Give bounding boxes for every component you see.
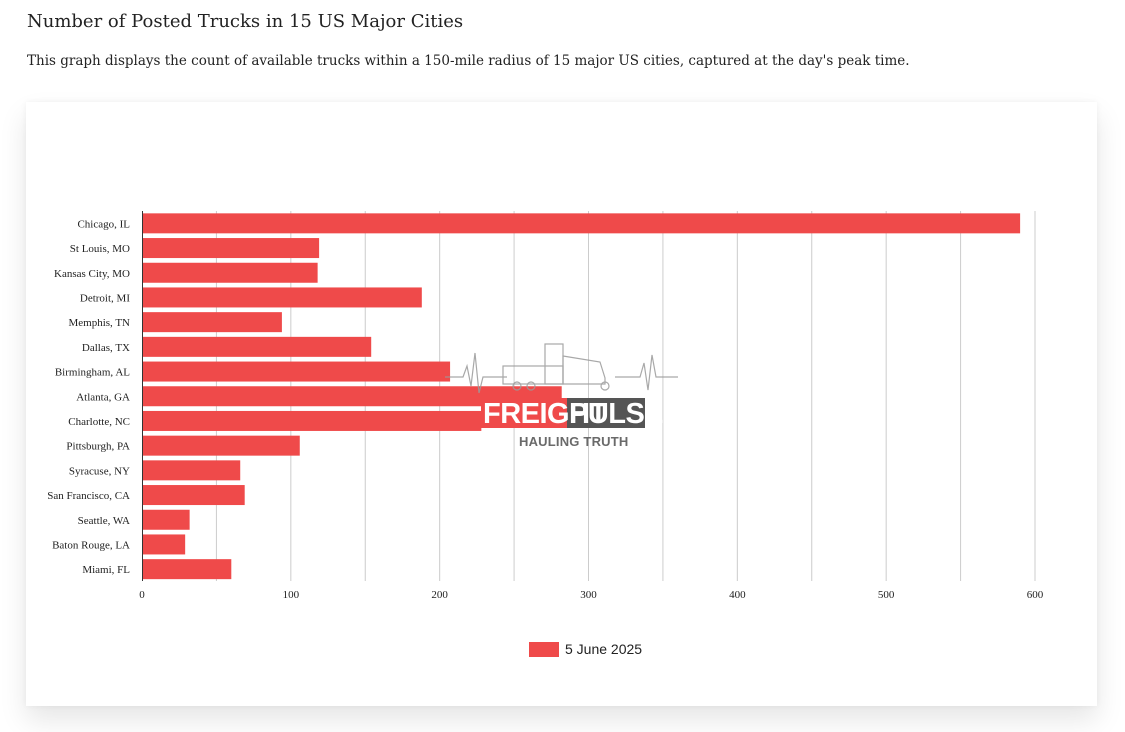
category-labels: Chicago, IL St Louis, MO Kansas City, MO De… xyxy=(47,218,130,576)
x-tick-labels: 0 100 200 300 400 500 600 xyxy=(139,589,1044,601)
category-label-4: Memphis, TN xyxy=(68,317,130,329)
bar-11 xyxy=(142,485,245,506)
category-label-14: Miami, FL xyxy=(82,564,130,576)
category-label-2: Kansas City, MO xyxy=(54,268,130,280)
bar-10 xyxy=(142,460,241,481)
x-tick-label-6: 600 xyxy=(1027,589,1044,601)
x-tick-label-1: 100 xyxy=(283,589,300,601)
bars xyxy=(142,213,1021,580)
bar-6 xyxy=(142,361,451,382)
x-tick-label-4: 400 xyxy=(729,589,746,601)
page-subtitle: This graph displays the count of availab… xyxy=(27,53,910,69)
bar-3 xyxy=(142,287,422,308)
x-tick-label-3: 300 xyxy=(580,589,597,601)
category-label-1: St Louis, MO xyxy=(70,243,130,255)
bar-14 xyxy=(142,559,232,580)
category-label-3: Detroit, MI xyxy=(80,292,130,304)
category-label-7: Atlanta, GA xyxy=(76,391,130,403)
bar-12 xyxy=(142,509,190,530)
bar-1 xyxy=(142,238,320,259)
category-label-9: Pittsburgh, PA xyxy=(66,441,130,453)
category-label-6: Birmingham, AL xyxy=(55,367,130,379)
bar-0 xyxy=(142,213,1021,234)
bar-9 xyxy=(142,435,300,456)
x-tick-label-5: 500 xyxy=(878,589,895,601)
category-label-11: San Francisco, CA xyxy=(47,490,130,502)
grid-lines xyxy=(215,211,1036,581)
category-label-8: Charlotte, NC xyxy=(68,416,130,428)
category-label-5: Dallas, TX xyxy=(82,342,130,354)
bar-2 xyxy=(142,262,318,283)
category-label-10: Syracuse, NY xyxy=(69,465,130,477)
legend-label: 5 June 2025 xyxy=(565,641,643,657)
legend-swatch xyxy=(529,641,559,657)
category-label-0: Chicago, IL xyxy=(77,218,130,230)
category-label-12: Seattle, WA xyxy=(78,515,130,527)
x-tick-label-0: 0 xyxy=(139,589,145,601)
bar-8 xyxy=(142,410,482,431)
x-tick-label-2: 200 xyxy=(431,589,448,601)
bar-13 xyxy=(142,534,186,555)
chart-legend: 5 June 2025 xyxy=(529,640,642,658)
category-label-13: Baton Rouge, LA xyxy=(52,539,130,551)
bar-7 xyxy=(142,386,562,407)
bar-4 xyxy=(142,312,282,333)
page-title: Number of Posted Trucks in 15 US Major C… xyxy=(27,11,464,32)
bar-5 xyxy=(142,336,372,357)
